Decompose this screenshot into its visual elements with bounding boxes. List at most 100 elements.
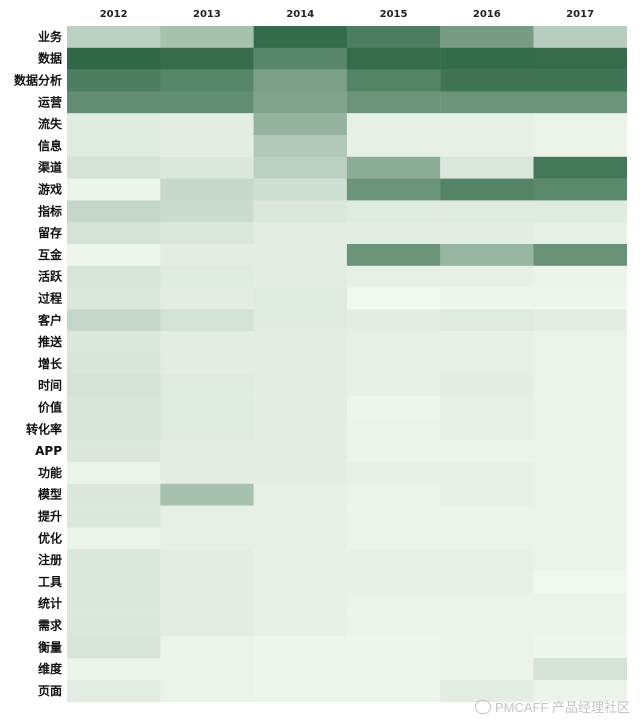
row-label: 提升 — [38, 509, 62, 524]
heatmap-cell — [253, 222, 348, 245]
heatmap-cell — [533, 680, 627, 702]
heatmap-cell — [67, 527, 161, 550]
row-label: 页面 — [38, 684, 62, 698]
heatmap-cell — [440, 244, 534, 266]
heatmap-cell — [346, 571, 441, 593]
heatmap-cell — [440, 374, 534, 397]
heatmap-cell — [533, 592, 627, 615]
heatmap-cell — [346, 91, 441, 114]
heatmap-cell — [160, 374, 254, 397]
heatmap-cell — [346, 265, 441, 288]
heatmap-cell — [160, 178, 254, 201]
heatmap-cell — [160, 200, 254, 223]
heatmap-cell — [440, 462, 534, 484]
heatmap-cell — [440, 483, 534, 506]
pmcaff-logo-icon — [474, 699, 491, 714]
heatmap-cell — [533, 178, 627, 201]
heatmap-cell — [346, 69, 441, 92]
heatmap-cell — [160, 26, 254, 48]
heatmap-cell — [533, 287, 627, 310]
heatmap-cell — [440, 91, 534, 114]
row-label: 时间 — [38, 378, 62, 393]
heatmap-cell — [253, 396, 348, 419]
heatmap-cell — [533, 244, 627, 266]
watermark: PMCAFF 产品经理社区 — [474, 697, 630, 716]
heatmap-cell — [67, 47, 161, 70]
heatmap-cell — [67, 571, 161, 593]
heatmap-cell — [346, 396, 441, 419]
heatmap-cell — [346, 483, 441, 506]
heatmap-cell — [253, 527, 348, 550]
heatmap-cell — [253, 483, 348, 506]
heatmap-cell — [160, 592, 254, 615]
heatmap-cell — [533, 113, 627, 136]
row-label: 统计 — [38, 596, 62, 611]
heatmap-cell — [533, 396, 627, 419]
heatmap-cell — [160, 69, 254, 92]
row-label: 指标 — [38, 203, 62, 218]
heatmap-cell — [160, 113, 254, 136]
heatmap-cell — [533, 658, 627, 681]
row-label: 增长 — [38, 356, 63, 371]
heatmap-cell — [440, 331, 534, 354]
row-label: 价值 — [38, 400, 62, 415]
heatmap-cell — [533, 91, 627, 114]
heatmap-cell — [440, 658, 534, 681]
heatmap-cell — [67, 265, 161, 288]
row-label: 模型 — [38, 487, 62, 502]
heatmap-cell — [440, 440, 534, 463]
column-label-2013: 2013 — [193, 9, 221, 20]
heatmap-cell — [253, 135, 348, 157]
heatmap-cell — [67, 549, 161, 572]
heatmap-cell — [67, 69, 161, 92]
row-label: 流失 — [38, 116, 63, 131]
heatmap-cell — [533, 505, 627, 528]
row-label: 维度 — [38, 661, 63, 676]
heatmap-cell — [253, 287, 348, 310]
heatmap-cell — [346, 592, 441, 615]
heatmap-cell — [160, 418, 254, 441]
heatmap-cell — [440, 26, 534, 48]
heatmap-cell — [160, 462, 254, 484]
heatmap-cell — [440, 222, 534, 245]
heatmap-cell — [253, 549, 348, 572]
heatmap-cell — [67, 26, 161, 48]
heatmap-cell — [346, 680, 441, 702]
heatmap-cell — [253, 374, 348, 397]
heatmap-cell — [440, 527, 534, 550]
heatmap-cell — [346, 527, 441, 550]
heatmap-cell — [346, 113, 441, 136]
row-label: 衡量 — [38, 639, 62, 654]
heatmap-cell — [440, 47, 534, 70]
heatmap-cell — [533, 614, 627, 637]
heatmap-cell — [253, 462, 348, 484]
heatmap-cell — [533, 527, 627, 550]
row-label: 功能 — [38, 465, 62, 480]
heatmap-cell — [533, 418, 627, 441]
row-labels: 业务数据数据分析运营流失信息渠道游戏指标留存互金活跃过程客户推送增长时间价值转化… — [14, 29, 63, 698]
heatmap-cell — [253, 418, 348, 441]
heatmap-cell — [440, 135, 534, 157]
heatmap-cell — [160, 505, 254, 528]
heatmap-cell — [440, 636, 534, 659]
row-label: 客户 — [37, 312, 62, 327]
heatmap-cell — [253, 91, 348, 114]
heatmap-cell — [346, 505, 441, 528]
heatmap-cell — [533, 549, 627, 572]
heatmap-cell — [346, 440, 441, 463]
heatmap-cell — [67, 244, 161, 266]
heatmap-cell — [440, 69, 534, 92]
heatmap-cell — [440, 396, 534, 419]
heatmap-cell — [253, 69, 348, 92]
heatmap-cell — [440, 265, 534, 288]
heatmap-cell — [440, 156, 534, 179]
heatmap-cell — [67, 135, 161, 157]
heatmap-cell — [533, 353, 627, 375]
heatmap-cell — [253, 113, 348, 136]
row-label: 互金 — [38, 247, 63, 262]
row-label: 过程 — [38, 291, 62, 306]
heatmap-cell — [440, 418, 534, 441]
row-label: 渠道 — [38, 160, 62, 175]
heatmap-cell — [346, 374, 441, 397]
heatmap-cell — [253, 200, 348, 223]
